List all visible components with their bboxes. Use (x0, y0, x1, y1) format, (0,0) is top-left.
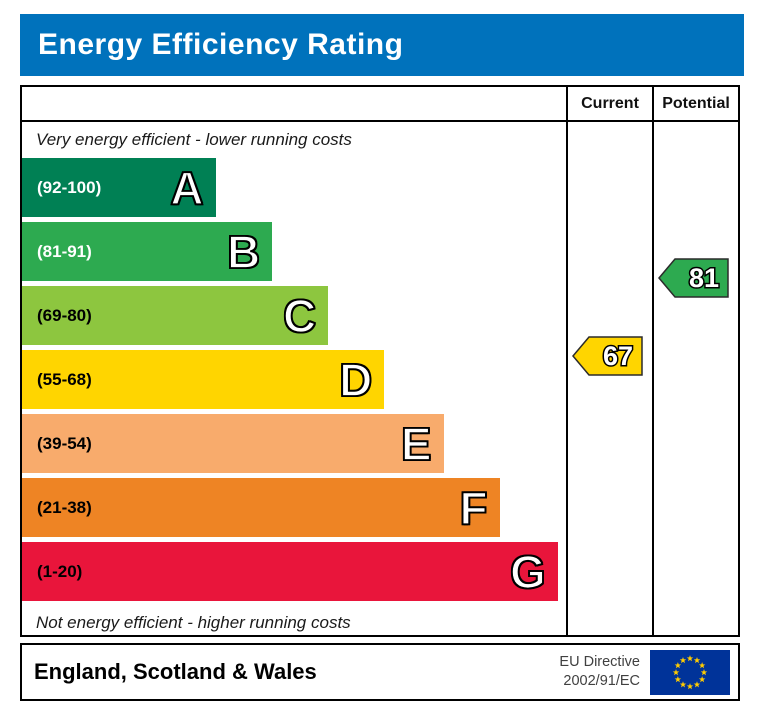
page-title: Energy Efficiency Rating (38, 28, 404, 61)
eu-flag-star (693, 680, 701, 687)
band-range-c: (69-80) (37, 305, 92, 325)
band-range-g: (1-20) (37, 561, 83, 581)
eu-flag-star (679, 656, 687, 663)
rating-table: Current Potential Very energy efficient … (20, 85, 740, 637)
bands-area: Very energy efficient - lower running co… (22, 122, 566, 635)
eu-flag-star (698, 675, 706, 682)
band-row-b: (81-91) B (22, 222, 273, 281)
band-letter-f: F (459, 481, 489, 534)
band-range-e: (39-54) (37, 433, 92, 453)
top-caption: Very energy efficient - lower running co… (36, 130, 352, 149)
current-value-column: 67 (566, 122, 652, 635)
potential-rating-arrow: 81 (658, 258, 729, 298)
eu-flag-star (679, 680, 687, 687)
current-rating-value: 67 (603, 341, 633, 371)
band-letter-c: C (282, 289, 317, 342)
eu-flag-star (698, 661, 706, 668)
band-range-a: (92-100) (37, 177, 102, 197)
eu-flag-icon (650, 649, 730, 695)
potential-value-column: 81 (652, 122, 738, 635)
footer-bar: England, Scotland & Wales EU Directive 2… (20, 643, 740, 701)
current-column-label: Current (581, 94, 639, 112)
band-row-a: (92-100) A (22, 158, 216, 217)
eu-flag-star (674, 675, 682, 682)
current-arrow-shape (572, 336, 643, 376)
eu-flag-star (686, 682, 694, 689)
eu-flag-star (700, 668, 708, 675)
header-potential: Potential (652, 87, 738, 122)
bottom-caption: Not energy efficient - higher running co… (36, 613, 351, 632)
band-range-b: (81-91) (37, 241, 92, 261)
eu-flag-star (686, 654, 694, 661)
band-letter-g: G (509, 545, 547, 598)
band-range-d: (55-68) (37, 369, 92, 389)
band-row-e: (39-54) E (22, 414, 444, 473)
eu-flag-star (693, 656, 701, 663)
potential-rating-value: 81 (689, 263, 719, 293)
band-row-c: (69-80) C (22, 286, 329, 345)
eu-directive-line2: 2002/91/EC (563, 673, 640, 689)
eu-flag-star (674, 661, 682, 668)
header-current: Current (566, 87, 652, 122)
title-bar: Energy Efficiency Rating (20, 14, 744, 76)
eu-directive-line1: EU Directive (559, 654, 640, 671)
band-letter-e: E (400, 417, 432, 470)
eu-directive-text: EU Directive 2002/91/EC (559, 653, 640, 691)
band-row-g: (1-20) G (22, 542, 558, 601)
band-letter-a: A (170, 161, 205, 214)
potential-arrow-shape (658, 258, 729, 298)
band-letter-b: B (226, 225, 261, 278)
band-row-f: (21-38) F (22, 478, 500, 537)
band-row-d: (55-68) D (22, 350, 385, 409)
potential-column-label: Potential (662, 94, 730, 112)
current-rating-arrow: 67 (572, 336, 643, 376)
band-range-f: (21-38) (37, 497, 92, 517)
band-letter-d: D (338, 353, 373, 406)
region-label: England, Scotland & Wales (34, 659, 317, 684)
eu-flag-star (672, 668, 680, 675)
header-spacer (22, 87, 566, 122)
